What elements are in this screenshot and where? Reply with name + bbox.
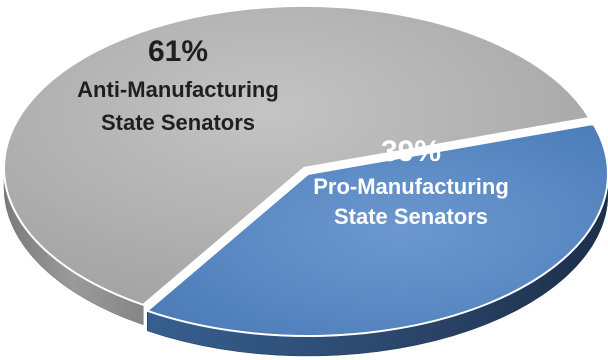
- slice-label-anti-line1: Anti-Manufacturing: [77, 77, 279, 102]
- slice-pct-pro: 39%: [381, 135, 441, 168]
- pie-slice-anti-manufacturing: [3, 5, 591, 306]
- slice-pct-anti: 61%: [148, 35, 208, 68]
- slice-label-pro-line2: State Senators: [334, 204, 488, 229]
- slice-label-pro-line1: Pro-Manufacturing: [313, 174, 509, 199]
- slice-label-anti-line2: State Senators: [101, 110, 255, 135]
